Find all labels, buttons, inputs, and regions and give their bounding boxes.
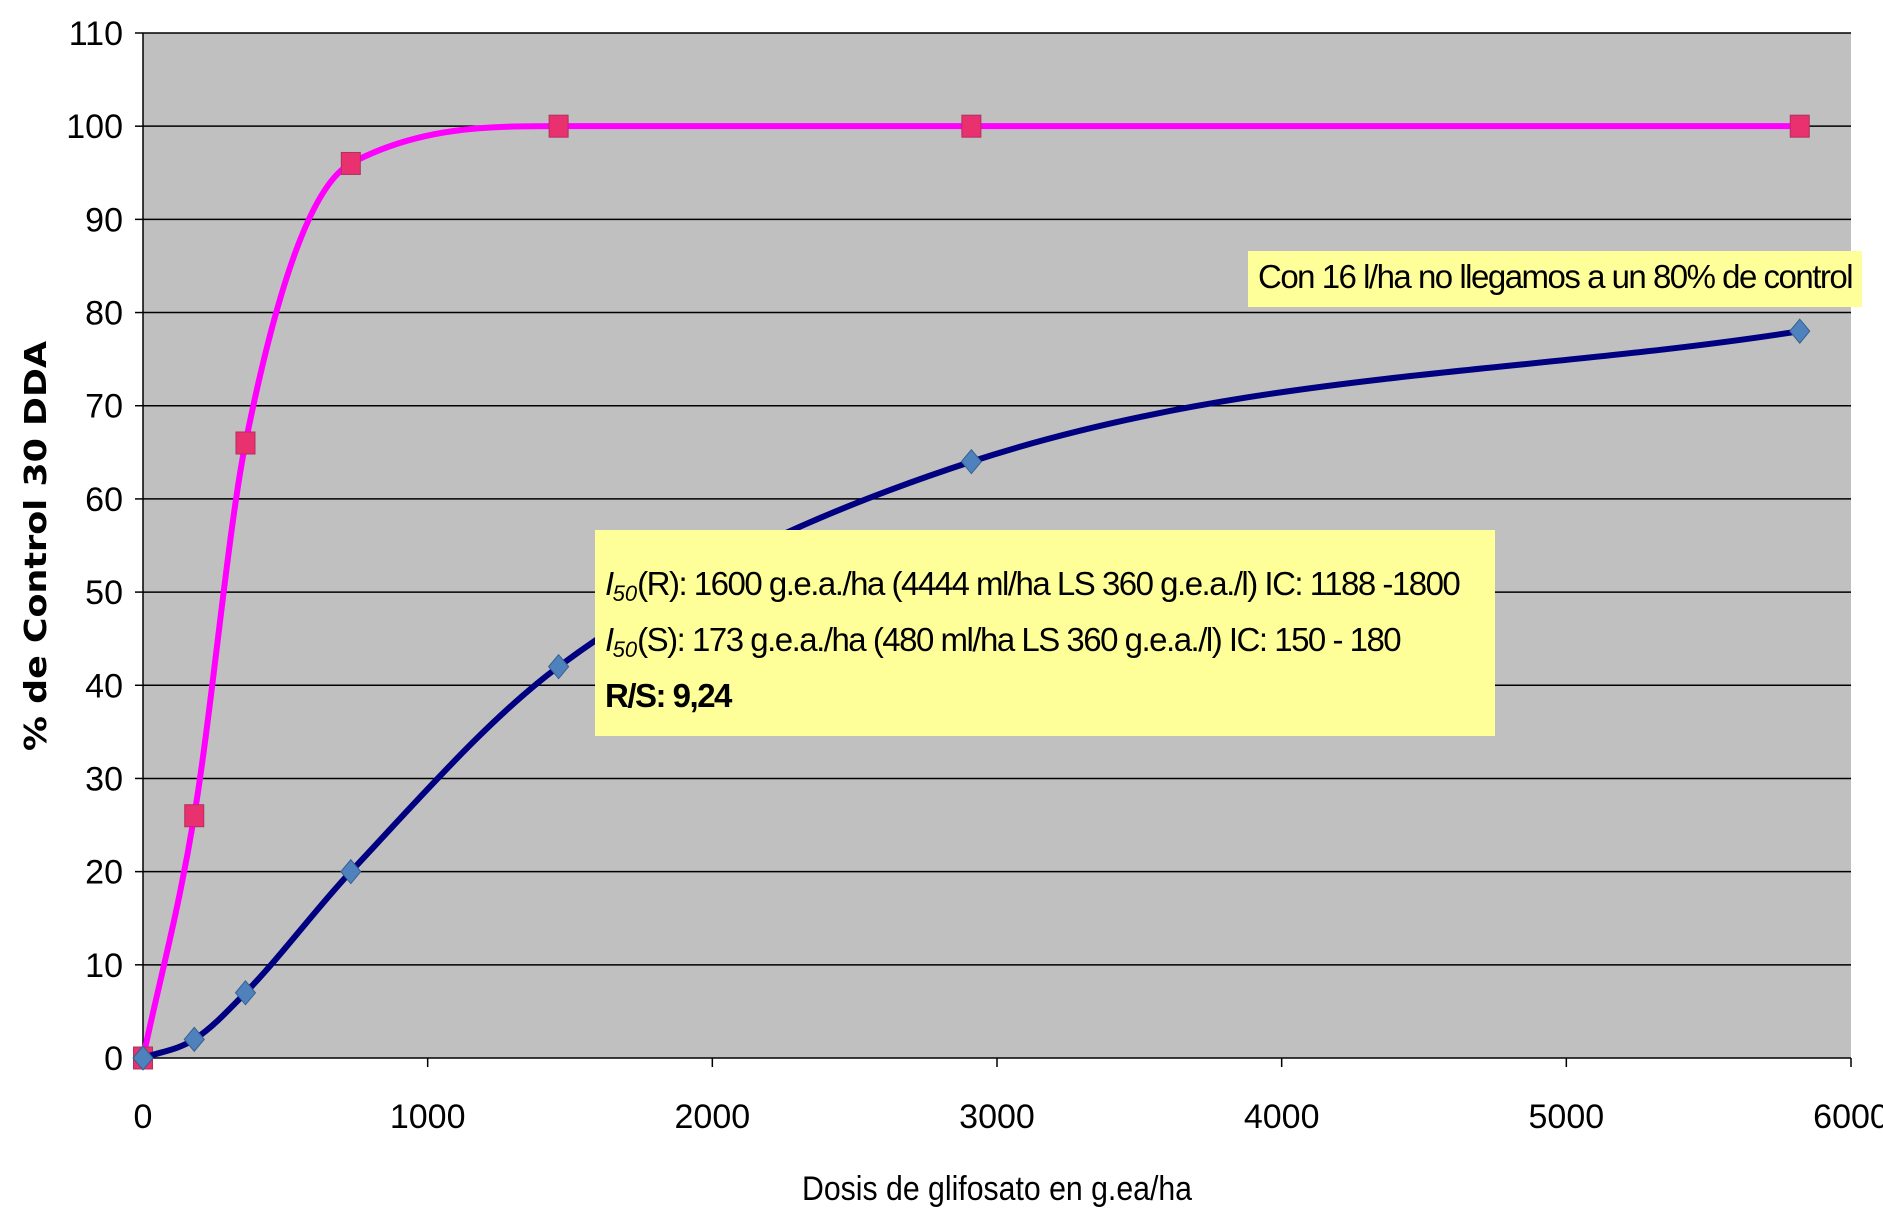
x-tick-label: 5000 bbox=[1529, 1098, 1605, 1136]
data-point bbox=[184, 804, 205, 828]
y-axis-title: % de Control 30 DDA bbox=[19, 340, 54, 751]
annotation-top: Con 16 l/ha no llegamos a un 80% de cont… bbox=[1248, 251, 1862, 307]
y-tick-label: 70 bbox=[85, 388, 123, 426]
annotation-line-2-text: (S): 173 g.e.a./ha (480 ml/ha LS 360 g.e… bbox=[637, 621, 1402, 658]
x-tick-label: 0 bbox=[134, 1098, 153, 1136]
data-point bbox=[961, 114, 982, 138]
series-group bbox=[132, 114, 1811, 1071]
annotation-line-2: I50(S): 173 g.e.a./ha (480 ml/ha LS 360 … bbox=[605, 617, 1495, 673]
data-point bbox=[1789, 114, 1810, 138]
data-point bbox=[340, 151, 361, 175]
x-tick-label: 4000 bbox=[1244, 1098, 1320, 1136]
y-tick-labels: 0 10 20 30 40 50 60 70 80 90 100 110 bbox=[66, 15, 143, 1078]
series-2 bbox=[132, 318, 1811, 1071]
x-tick-label: 1000 bbox=[390, 1098, 466, 1136]
x-axis-title: Dosis de glifosato en g.ea/ha bbox=[802, 1170, 1192, 1208]
annotation-top-text: Con 16 l/ha no llegamos a un 80% de cont… bbox=[1258, 258, 1854, 295]
data-point bbox=[235, 431, 256, 455]
y-tick-label: 10 bbox=[85, 947, 123, 985]
data-point bbox=[547, 653, 570, 680]
y-tick-label: 40 bbox=[85, 667, 123, 705]
data-point bbox=[1789, 318, 1811, 344]
annotation-line-3: R/S: 9,24 bbox=[605, 677, 732, 714]
data-point bbox=[960, 448, 983, 475]
x-tick-labels: 0 1000 2000 3000 4000 5000 6000 bbox=[134, 1058, 1883, 1136]
y-tick-label: 20 bbox=[85, 854, 123, 892]
series-line bbox=[140, 123, 1803, 1061]
y-tick-label: 80 bbox=[85, 295, 123, 333]
y-tick-label: 100 bbox=[66, 108, 123, 146]
y-tick-label: 30 bbox=[85, 760, 123, 798]
y-tick-label: 110 bbox=[69, 15, 123, 53]
annotation-line-1-text: (R): 1600 g.e.a./ha (4444 ml/ha LS 360 g… bbox=[637, 565, 1461, 602]
x-tick-label: 2000 bbox=[675, 1098, 751, 1136]
annotation-box: I50(R): 1600 g.e.a./ha (4444 ml/ha LS 36… bbox=[595, 530, 1495, 736]
data-point bbox=[183, 1026, 205, 1053]
data-point bbox=[548, 114, 569, 138]
x-tick-label: 3000 bbox=[959, 1098, 1035, 1136]
y-tick-label: 50 bbox=[85, 574, 123, 612]
annotation-line-1: I50(R): 1600 g.e.a./ha (4444 ml/ha LS 36… bbox=[605, 561, 1495, 617]
y-tick-label: 60 bbox=[85, 481, 123, 519]
i50-symbol: I bbox=[605, 565, 614, 602]
y-tick-label: 0 bbox=[104, 1040, 123, 1078]
x-tick-label: 6000 bbox=[1813, 1098, 1883, 1136]
y-tick-label: 90 bbox=[85, 201, 123, 239]
i50-subscript: 50 bbox=[612, 581, 638, 606]
data-point bbox=[340, 858, 362, 885]
data-point bbox=[132, 1045, 154, 1071]
i50-symbol: I bbox=[605, 621, 614, 658]
data-point bbox=[234, 979, 257, 1006]
i50-subscript: 50 bbox=[612, 637, 638, 662]
